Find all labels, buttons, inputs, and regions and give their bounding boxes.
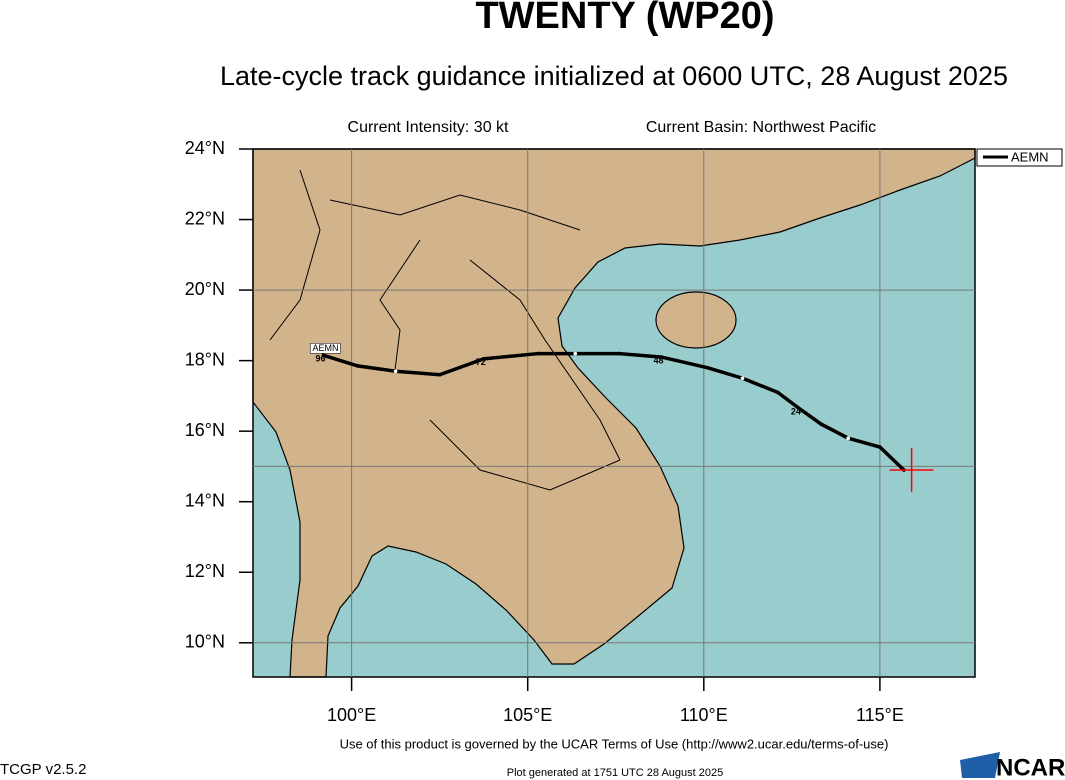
map-frame <box>252 148 976 678</box>
track-point <box>775 390 780 395</box>
track-point <box>573 351 578 356</box>
track-point <box>355 364 360 368</box>
track-point <box>797 406 801 411</box>
track-name: AEMN <box>312 343 338 353</box>
hour-label: 72 <box>476 357 486 367</box>
title: TWENTY (WP20) <box>475 0 774 37</box>
y-tick-label: 16°N <box>185 420 225 440</box>
ncar-logo: NCAR <box>960 752 1065 780</box>
intensity: Current Intensity: 30 kt <box>348 119 510 136</box>
track-point <box>536 351 541 356</box>
legend-label: AEMN <box>1011 149 1049 164</box>
track-point <box>846 436 851 441</box>
hour-label: 96 <box>315 354 325 364</box>
x-tick-label: 115°E <box>856 705 904 725</box>
y-tick-label: 10°N <box>185 632 225 652</box>
x-tick-label: 100°E <box>327 705 376 725</box>
y-tick-label: 22°N <box>185 208 225 228</box>
hour-label: 24 <box>791 407 801 417</box>
map <box>252 148 976 678</box>
y-tick-label: 20°N <box>185 279 225 299</box>
y-tick-label: 18°N <box>185 349 225 369</box>
logo-text: NCAR <box>996 754 1065 780</box>
track-point <box>740 376 745 381</box>
terms: Use of this product is governed by the U… <box>340 736 889 751</box>
legend: AEMN <box>976 148 1063 167</box>
track-point <box>659 355 664 359</box>
version: TCGP v2.5.2 <box>0 761 86 778</box>
track-point <box>321 353 326 358</box>
basin: Current Basin: Northwest Pacific <box>646 119 876 136</box>
track-point <box>705 365 710 370</box>
borders <box>269 169 621 491</box>
track-point <box>393 369 398 374</box>
track-point <box>878 445 882 449</box>
track-point <box>481 357 486 361</box>
logo-mark <box>960 752 1000 778</box>
y-tick-label: 14°N <box>185 490 225 510</box>
hainan <box>655 291 737 349</box>
hour-label: 48 <box>654 355 664 365</box>
track-point <box>437 372 442 377</box>
track-name-box <box>310 343 341 354</box>
x-tick-label: 105°E <box>503 705 552 725</box>
generated: Plot generated at 1751 UTC 28 August 202… <box>507 767 724 779</box>
y-tick-label: 12°N <box>185 561 225 581</box>
y-tick-label: 24°N <box>185 138 225 158</box>
x-tick-label: 110°E <box>680 705 728 725</box>
track-point <box>617 351 622 356</box>
legend-box <box>976 148 1063 167</box>
track-point <box>819 422 823 426</box>
subtitle: Late-cycle track guidance initialized at… <box>220 61 1008 91</box>
